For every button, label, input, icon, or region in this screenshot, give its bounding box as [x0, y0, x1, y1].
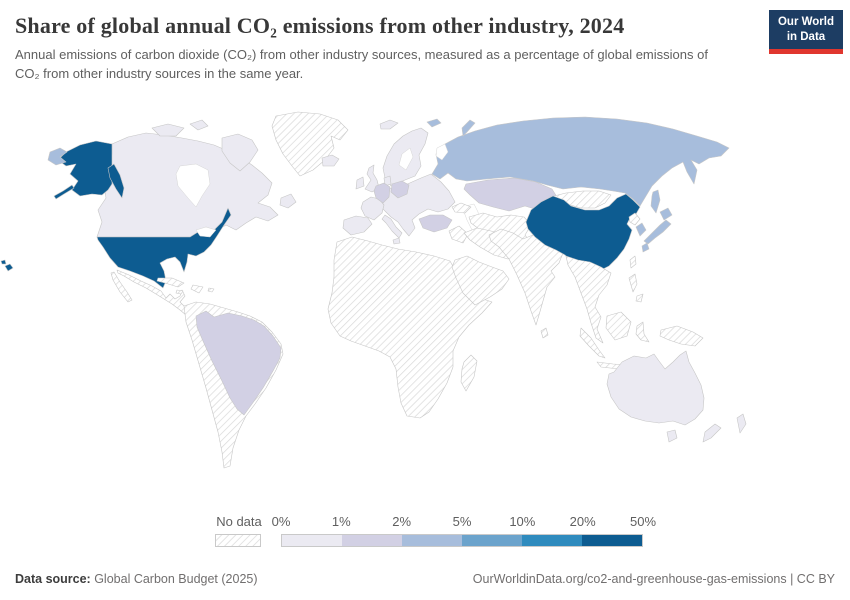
owid-logo-line2: in Data: [786, 30, 826, 43]
chart-footer: Data source: Global Carbon Budget (2025)…: [15, 572, 835, 586]
country-ireland[interactable]: [355, 176, 365, 190]
country-arabia[interactable]: [451, 255, 510, 306]
owid-logo[interactable]: Our World in Data: [769, 10, 843, 54]
country-canada-newfoundland[interactable]: [279, 193, 297, 209]
country-australia[interactable]: [606, 350, 705, 426]
country-spain-portugal[interactable]: [342, 215, 373, 236]
country-sri-lanka[interactable]: [540, 327, 549, 339]
data-source-text: Global Carbon Budget (2025): [90, 572, 258, 586]
country-tasmania[interactable]: [666, 429, 678, 443]
country-brazil[interactable]: [195, 310, 282, 416]
country-usa-aleutians[interactable]: [53, 184, 75, 200]
country-puerto-rico[interactable]: [207, 287, 215, 293]
country-north-korea[interactable]: [628, 212, 641, 226]
country-usa-hawaii-2[interactable]: [0, 259, 7, 265]
country-new-guinea[interactable]: [659, 325, 704, 347]
country-new-zealand-south[interactable]: [702, 423, 722, 443]
legend-tick-2%: 2%: [392, 514, 412, 529]
legend-segment-0-1%[interactable]: [282, 535, 342, 546]
legend-segment-5-10%[interactable]: [462, 535, 522, 546]
legend-tick-50%: 50%: [629, 514, 657, 529]
country-canada-baffin[interactable]: [221, 133, 259, 172]
legend-tick-5%: 5%: [452, 514, 472, 529]
country-levant-iraq[interactable]: [448, 225, 469, 244]
country-canada-victoria-island[interactable]: [151, 123, 185, 137]
country-sumatra[interactable]: [579, 327, 606, 359]
water-great-lakes: [195, 226, 217, 238]
legend-segment-2-5%[interactable]: [402, 535, 462, 546]
owid-logo-line1: Our World: [777, 16, 834, 28]
country-jamaica[interactable]: [175, 289, 184, 295]
country-southeast-asia[interactable]: [565, 255, 612, 344]
country-mexico-baja[interactable]: [110, 271, 133, 303]
country-russia-arctic-islands[interactable]: [426, 118, 442, 128]
water-gulf-of-bothnia: [398, 147, 414, 171]
country-svalbard[interactable]: [379, 119, 399, 130]
chart-header: Share of global annual CO₂ emissions fro…: [0, 0, 850, 84]
legend-color-bar: [281, 534, 643, 547]
country-south-korea[interactable]: [635, 222, 647, 237]
world-map: [0, 110, 850, 510]
country-philippines-south[interactable]: [635, 293, 644, 303]
country-japan-hokkaido[interactable]: [659, 207, 673, 221]
country-madagascar[interactable]: [460, 354, 478, 392]
country-japan-kyushu[interactable]: [641, 242, 650, 253]
legend-segment-1-2%[interactable]: [342, 535, 402, 546]
country-hispaniola[interactable]: [190, 284, 204, 294]
country-usa-alaska-panhandle[interactable]: [107, 163, 125, 199]
legend-tick-1%: 1%: [331, 514, 351, 529]
country-turkey[interactable]: [418, 214, 453, 233]
country-china[interactable]: [525, 193, 641, 272]
map-legend: No data 0% 1% 2% 5% 10% 20% 50%: [215, 514, 657, 554]
country-iceland[interactable]: [321, 154, 340, 167]
country-africa[interactable]: [327, 236, 493, 419]
country-usa-alaska[interactable]: [57, 140, 113, 197]
country-usa-mainland[interactable]: [96, 207, 232, 289]
water-white-sea: [435, 143, 449, 161]
country-japan-honshu[interactable]: [643, 219, 672, 245]
legend-segment-10-20%[interactable]: [522, 535, 582, 546]
country-sulawesi[interactable]: [635, 321, 650, 343]
country-borneo[interactable]: [605, 311, 632, 341]
legend-tick-20%: 20%: [569, 514, 596, 529]
data-source-label: Data source:: [15, 572, 91, 586]
water-hudson-bay: [175, 163, 211, 208]
legend-tick-0%: 0%: [271, 514, 291, 529]
legend-tick-10%: 10%: [509, 514, 536, 529]
country-greenland[interactable]: [271, 111, 349, 177]
attribution-link[interactable]: OurWorldinData.org/co2-and-greenhouse-ga…: [472, 572, 835, 586]
legend-no-data-label: No data: [216, 514, 262, 529]
data-source: Data source: Global Carbon Budget (2025): [15, 572, 258, 586]
country-cuba[interactable]: [156, 277, 185, 288]
country-philippines[interactable]: [628, 273, 638, 293]
country-caucasus[interactable]: [451, 202, 472, 214]
page-title: Share of global annual CO₂ emissions fro…: [15, 13, 625, 38]
country-france[interactable]: [360, 196, 385, 221]
country-usa-hawaii[interactable]: [4, 263, 14, 272]
legend-segment-20-50%[interactable]: [582, 535, 642, 546]
country-russia-chukotka[interactable]: [47, 147, 68, 166]
country-canada-ellesmere[interactable]: [189, 119, 209, 131]
country-russia-novaya-zemlya[interactable]: [461, 119, 476, 137]
legend-no-data-swatch[interactable]: [215, 534, 261, 547]
country-india[interactable]: [488, 228, 564, 326]
country-italy-sicily[interactable]: [392, 237, 401, 245]
country-germany[interactable]: [373, 182, 391, 204]
country-poland[interactable]: [390, 180, 410, 199]
country-russia-sakhalin[interactable]: [650, 189, 661, 214]
chart-subtitle: Annual emissions of carbon dioxide (CO₂)…: [15, 47, 708, 81]
country-new-zealand-north[interactable]: [736, 413, 747, 434]
country-taiwan[interactable]: [629, 255, 637, 269]
